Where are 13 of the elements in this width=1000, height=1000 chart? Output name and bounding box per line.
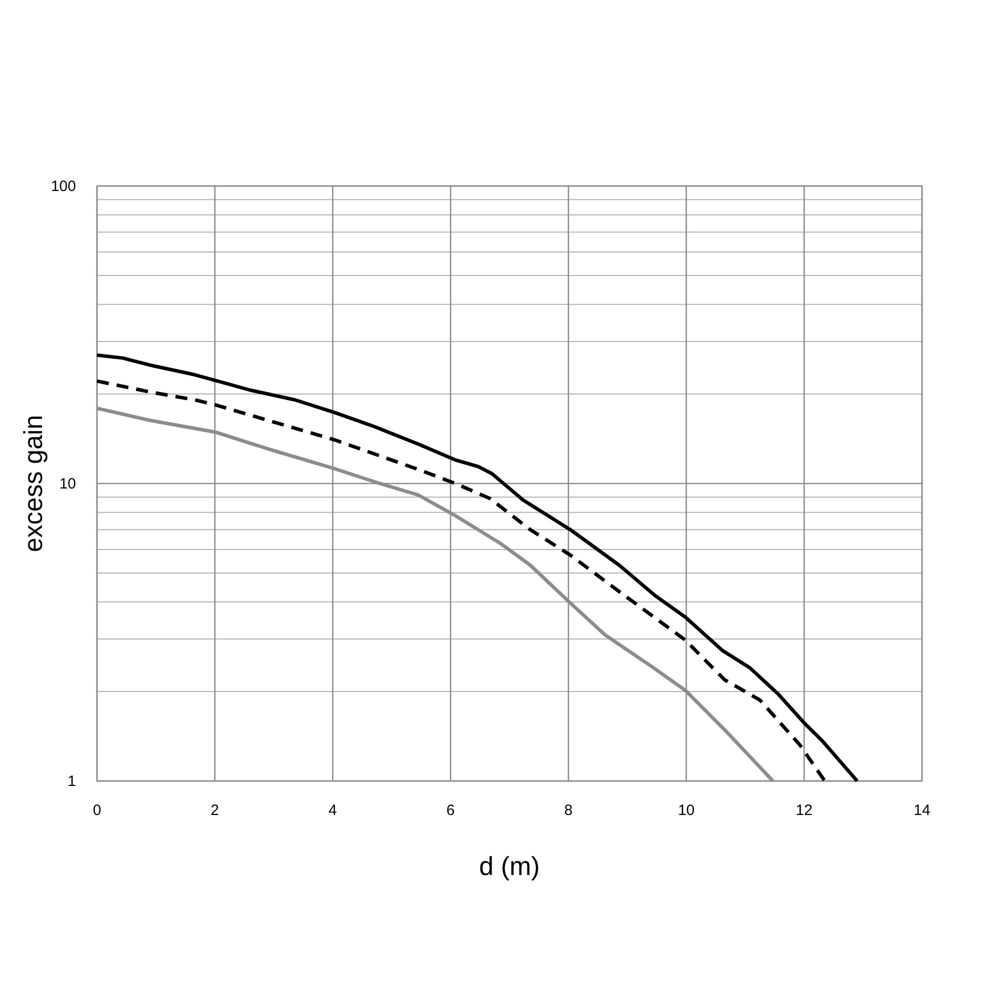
x-tick-label: 10 [678,802,695,819]
x-tick-label: 2 [210,802,220,819]
y-tick-label: 10 [59,476,76,492]
x-tick-label: 4 [328,802,337,819]
x-tick-label: 8 [564,802,573,819]
y-axis-title: excess gain [18,414,48,552]
x-tick-label: 6 [446,802,455,819]
y-tick-label: 100 [50,178,76,195]
x-tick-label: 12 [796,802,812,819]
x-tick-label: 0 [92,802,102,819]
x-tick-label: 14 [914,802,930,819]
x-axis-title: d (m) [479,851,540,881]
y-tick-label: 1 [68,773,76,790]
